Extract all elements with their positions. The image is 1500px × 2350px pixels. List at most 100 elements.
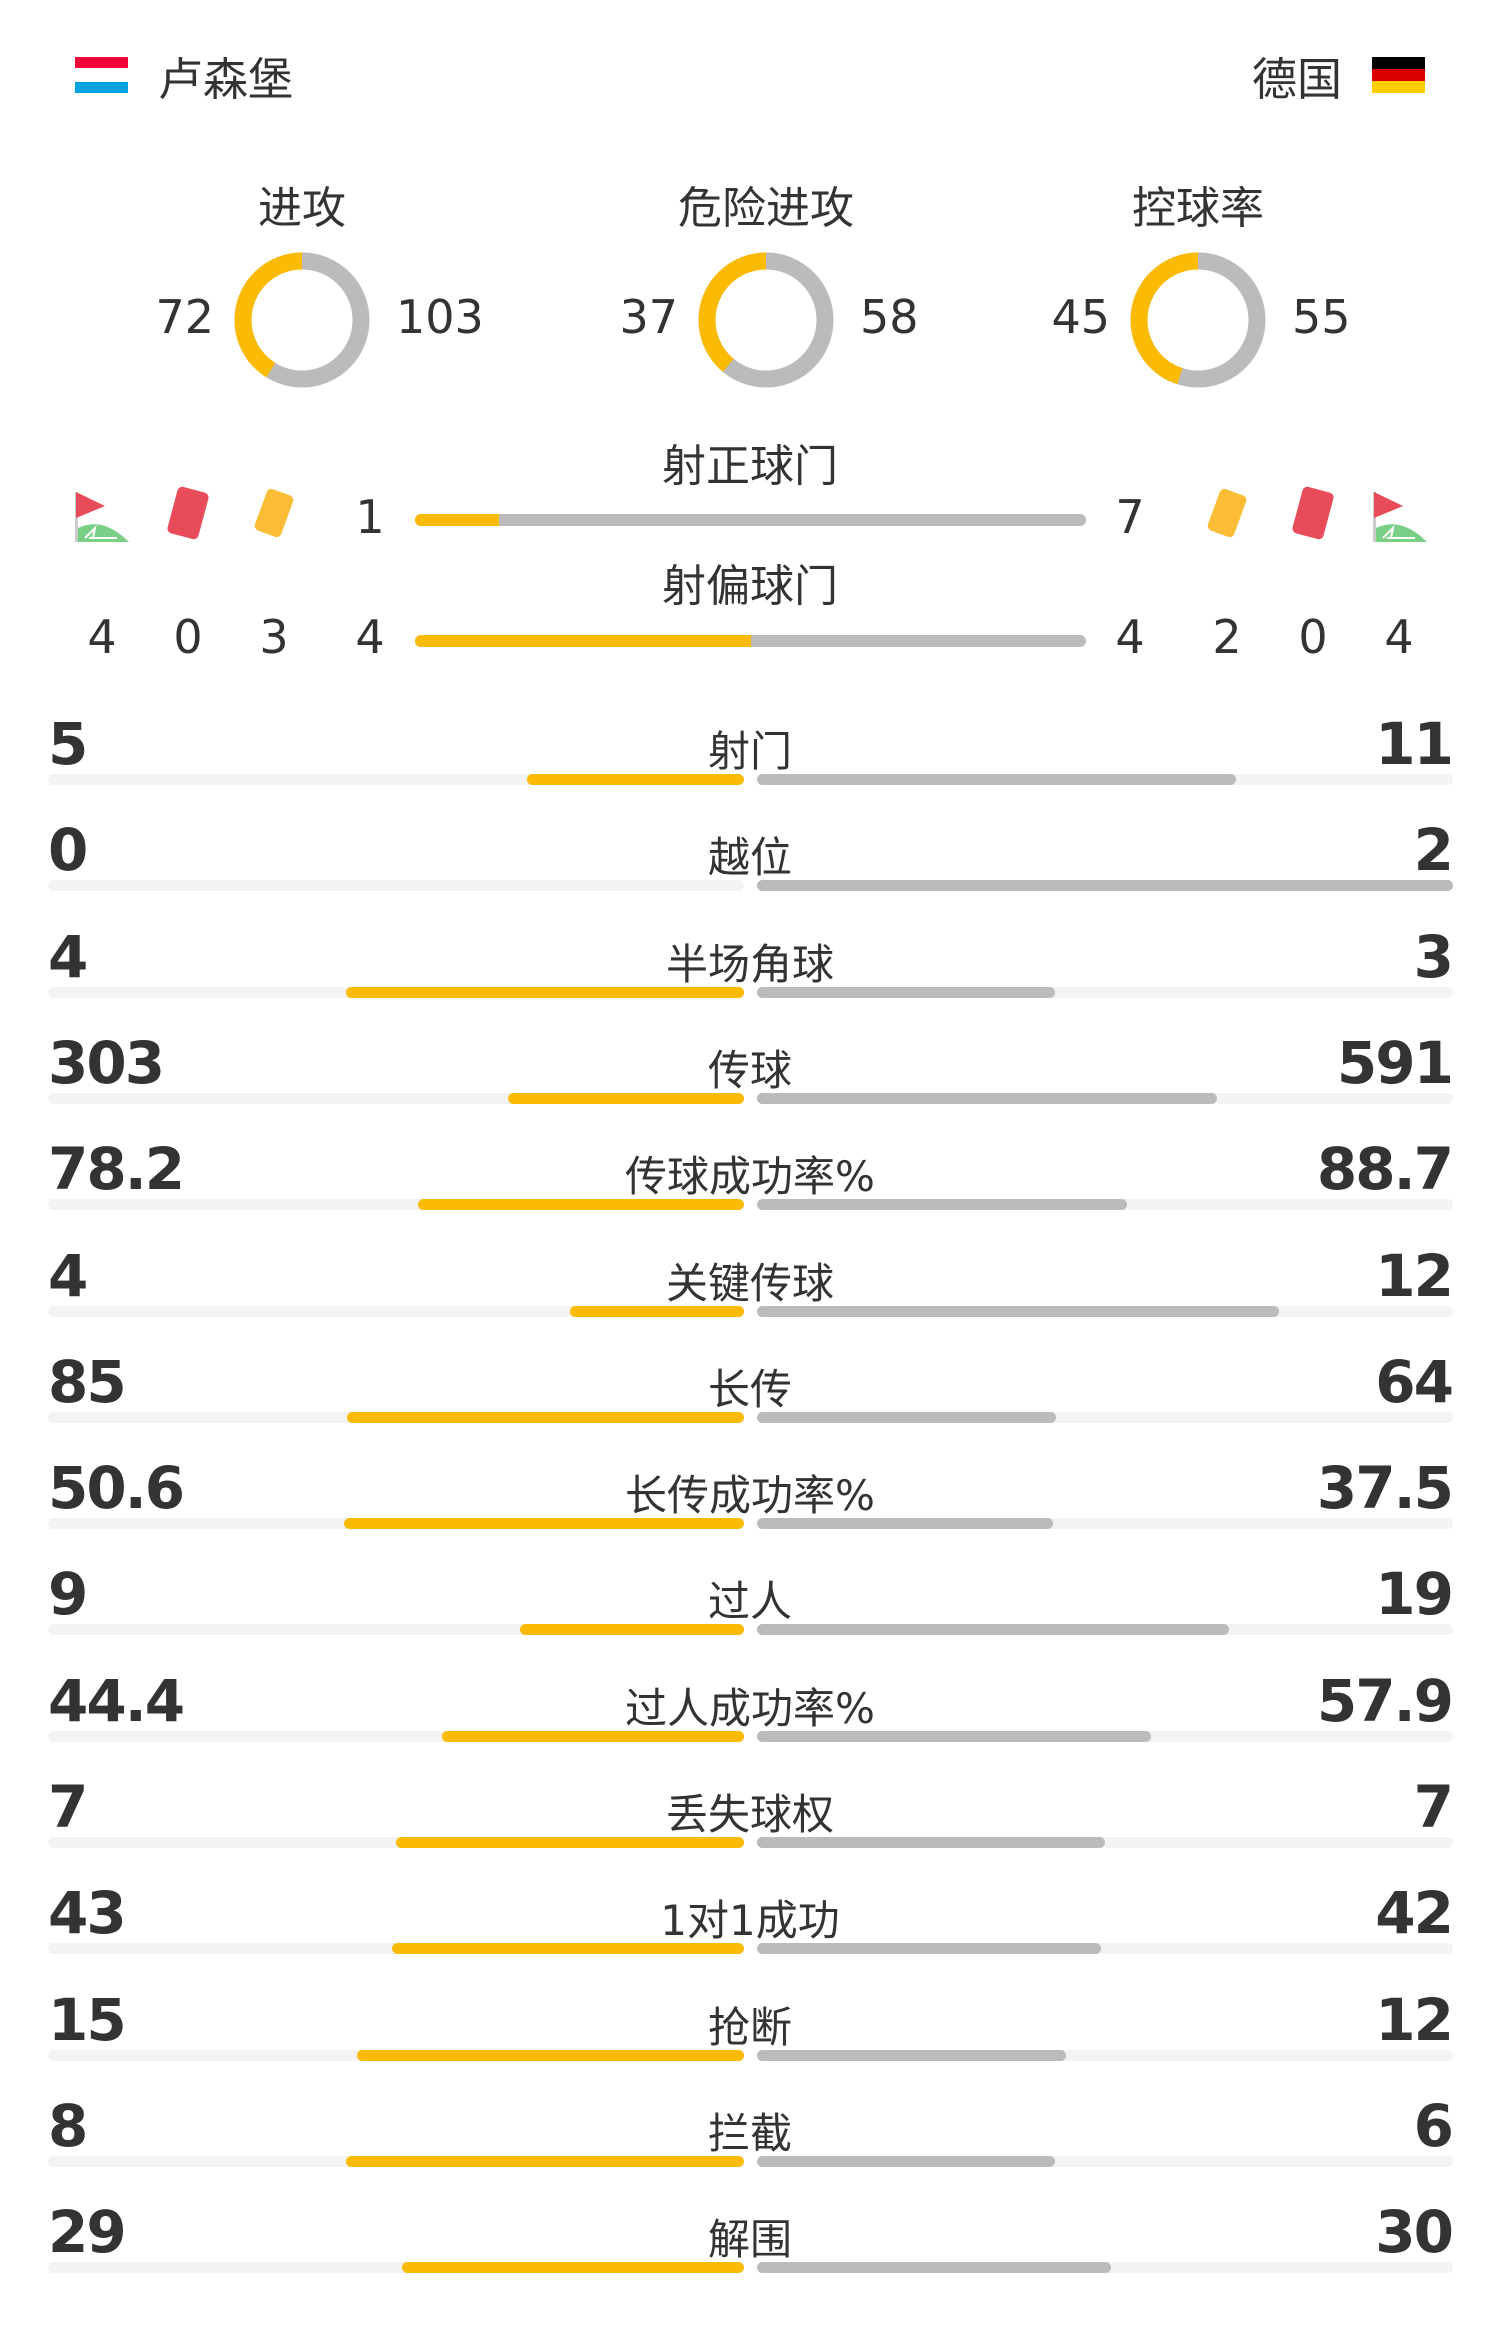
home-red-cards-count: 0 bbox=[173, 610, 203, 664]
stat-home-value: 0 bbox=[48, 816, 88, 885]
shots-on-target-home-fill bbox=[415, 514, 499, 526]
away-corners-count: 4 bbox=[1384, 610, 1414, 664]
stat-label: 传球 bbox=[707, 1045, 792, 1095]
stat-away-track bbox=[757, 1943, 1453, 1955]
stat-label: 过人 bbox=[707, 1577, 792, 1627]
stat-home-track bbox=[48, 1199, 744, 1211]
stat-home-bar bbox=[346, 986, 744, 998]
away-team: 德国 bbox=[1252, 48, 1425, 106]
stat-label: 解围 bbox=[707, 2215, 792, 2265]
stat-label: 射门 bbox=[707, 727, 792, 776]
stat-away-bar bbox=[757, 986, 1056, 998]
stat-row: 50.6 长传成功率% 37.5 bbox=[0, 1454, 1500, 1530]
stat-label: 长传 bbox=[707, 1364, 792, 1414]
stat-away-track bbox=[757, 880, 1453, 892]
stat-row: 303 传球 591 bbox=[0, 1029, 1500, 1104]
donut-away-value: 58 bbox=[860, 290, 919, 344]
stat-home-track bbox=[48, 1730, 744, 1742]
stat-home-track bbox=[48, 1624, 744, 1636]
stat-away-bar bbox=[757, 1199, 1127, 1211]
stat-away-bar bbox=[757, 1730, 1151, 1742]
stat-home-value: 7 bbox=[48, 1773, 88, 1841]
away-yellow-cards-count: 2 bbox=[1212, 610, 1242, 664]
donut-title: 控球率 bbox=[1132, 183, 1264, 234]
stat-label: 1对1成功 bbox=[660, 1896, 840, 1946]
stat-away-value: 7 bbox=[1413, 1773, 1454, 1841]
stat-home-bar bbox=[391, 1943, 744, 1955]
shots-off-away: 4 bbox=[1115, 610, 1145, 664]
stat-home-value: 44.4 bbox=[48, 1666, 185, 1735]
stat-away-value: 30 bbox=[1375, 2198, 1454, 2267]
stat-home-value: 4 bbox=[48, 922, 88, 991]
stat-home-value: 8 bbox=[48, 2091, 88, 2160]
stat-away-bar bbox=[757, 1518, 1054, 1530]
shots-on-away: 7 bbox=[1115, 490, 1145, 544]
yellow-card-icon bbox=[254, 488, 294, 538]
donut-title: 进攻 bbox=[258, 183, 346, 234]
stat-label: 丢失球权 bbox=[665, 1790, 834, 1839]
home-team: 卢森堡 bbox=[75, 48, 293, 106]
stat-label: 半场角球 bbox=[665, 939, 834, 989]
red-card-icon bbox=[1292, 486, 1334, 540]
stat-away-bar bbox=[757, 1411, 1056, 1423]
stat-away-track bbox=[757, 1624, 1453, 1636]
stat-away-value: 6 bbox=[1413, 2091, 1454, 2160]
stat-away-bar bbox=[757, 880, 1453, 892]
donut-home-arc bbox=[1130, 252, 1266, 388]
stat-home-value: 78.2 bbox=[48, 1135, 185, 1204]
red-card-icon bbox=[167, 486, 209, 540]
stat-label: 过人成功率% bbox=[625, 1683, 875, 1733]
stat-home-track bbox=[48, 1518, 744, 1530]
stat-home-value: 15 bbox=[48, 1985, 127, 2054]
stat-away-track bbox=[757, 2262, 1453, 2274]
luxembourg-flag-icon bbox=[75, 57, 128, 93]
corner-flag-icon bbox=[1373, 492, 1427, 542]
shots-on-target-label: 射正球门 bbox=[662, 441, 838, 492]
stat-label: 拦截 bbox=[707, 2108, 792, 2158]
stat-row: 0 越位 2 bbox=[0, 816, 1500, 892]
donut-chart bbox=[1130, 252, 1266, 388]
shots-off-target-bar bbox=[415, 635, 1086, 647]
away-team-name: 德国 bbox=[1251, 52, 1342, 106]
stat-away-bar bbox=[757, 1837, 1105, 1848]
stat-home-track bbox=[48, 2262, 744, 2274]
stat-away-bar bbox=[757, 2262, 1111, 2274]
stat-away-bar bbox=[757, 774, 1236, 785]
stat-home-bar bbox=[526, 774, 744, 785]
stat-away-value: 591 bbox=[1336, 1028, 1454, 1097]
stat-away-value: 42 bbox=[1375, 1879, 1454, 1948]
stat-home-bar bbox=[441, 1730, 744, 1742]
stat-away-bar bbox=[757, 2049, 1067, 2061]
stat-row: 29 解围 30 bbox=[0, 2198, 1500, 2274]
donut-home-value: 72 bbox=[155, 290, 214, 344]
stat-home-track bbox=[48, 1305, 744, 1317]
stat-row: 85 长传 64 bbox=[0, 1348, 1500, 1423]
stat-away-value: 57.9 bbox=[1316, 1666, 1454, 1735]
stat-away-value: 64 bbox=[1375, 1347, 1454, 1416]
stat-row: 78.2 传球成功率% 88.7 bbox=[0, 1135, 1500, 1211]
home-team-name: 卢森堡 bbox=[158, 52, 294, 106]
stat-home-track bbox=[48, 1092, 744, 1104]
donut-chart bbox=[234, 252, 370, 388]
stat-away-value: 3 bbox=[1413, 922, 1454, 991]
stat-home-value: 303 bbox=[48, 1028, 165, 1097]
stat-home-value: 85 bbox=[48, 1347, 127, 1416]
donut-home-arc bbox=[234, 252, 370, 388]
stat-home-bar bbox=[396, 1837, 744, 1848]
stat-home-bar bbox=[357, 2049, 744, 2061]
donut-home-value: 37 bbox=[619, 290, 678, 344]
stat-away-track bbox=[757, 774, 1453, 785]
donut-home-arc bbox=[698, 252, 834, 388]
shots-on-target-bar bbox=[415, 514, 1086, 526]
stat-home-track bbox=[48, 1837, 744, 1848]
donut-away-value: 55 bbox=[1292, 290, 1351, 344]
stat-home-bar bbox=[520, 1624, 744, 1636]
stat-home-track bbox=[48, 880, 744, 892]
stat-away-bar bbox=[757, 1943, 1101, 1955]
stat-home-value: 50.6 bbox=[48, 1454, 185, 1523]
stat-away-track bbox=[757, 1305, 1453, 1317]
stat-away-bar bbox=[757, 1305, 1279, 1317]
stat-row: 4 关键传球 12 bbox=[0, 1242, 1500, 1317]
stat-home-track bbox=[48, 1943, 744, 1955]
germany-flag-icon bbox=[1372, 57, 1425, 93]
